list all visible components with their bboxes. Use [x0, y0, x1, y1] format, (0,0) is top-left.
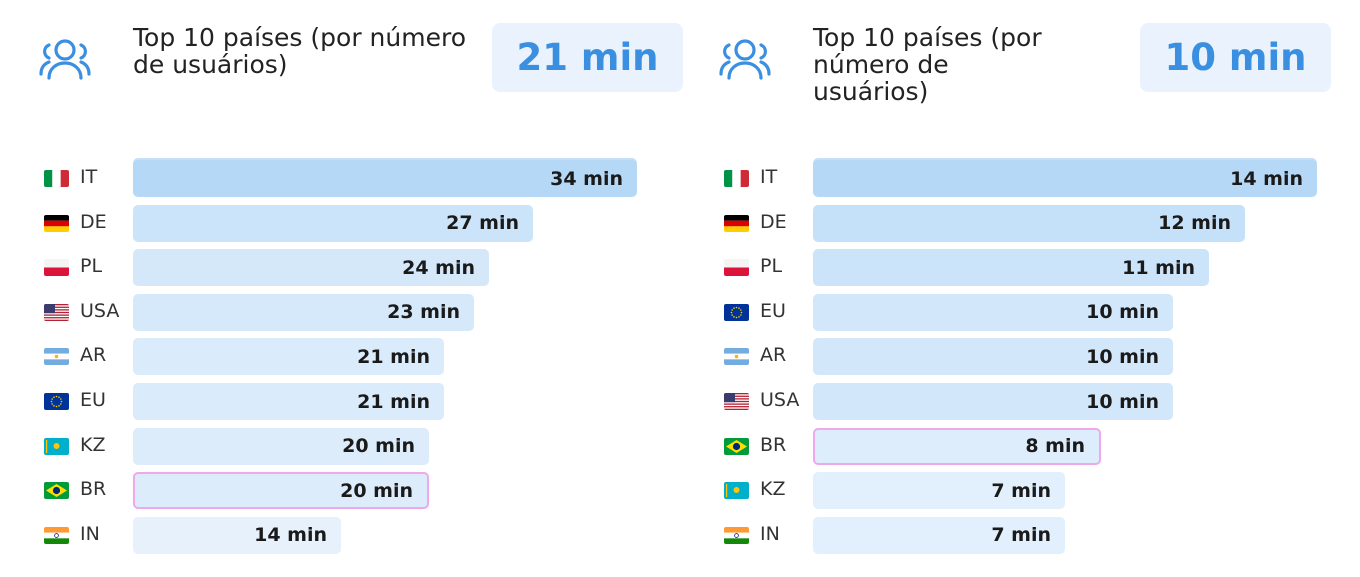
- bar-row-kz: KZ 20 min: [0, 426, 680, 466]
- bar-value-label: 7 min: [991, 524, 1051, 547]
- eu-flag-icon: [724, 303, 749, 321]
- country-code: PL: [760, 255, 783, 278]
- country-code: IT: [760, 166, 778, 188]
- bar-row-it: IT 14 min: [680, 158, 1360, 198]
- bar-value-label: 10 min: [1086, 390, 1159, 413]
- bar-value-label: 21 min: [357, 390, 430, 413]
- chart-panel-left: Top 10 países (por número de usuários) 2…: [0, 23, 683, 555]
- bar-row-it: IT 34 min: [0, 158, 680, 198]
- bar-eu: 10 min: [813, 293, 1173, 331]
- country-code: BR: [760, 433, 787, 456]
- bar-value-label: 20 min: [342, 435, 415, 458]
- bar-value-label: 14 min: [1230, 167, 1303, 190]
- bar-row-ar: AR 21 min: [0, 336, 680, 376]
- bar-pl: 24 min: [133, 249, 489, 287]
- bar-br: 8 min: [813, 427, 1101, 465]
- de-flag-icon: [724, 214, 749, 232]
- country-code: IN: [760, 522, 780, 545]
- country-code: USA: [80, 299, 120, 322]
- de-flag-icon: [44, 214, 69, 232]
- bar-value-label: 21 min: [357, 345, 430, 368]
- bar-value-label: 10 min: [1086, 345, 1159, 368]
- ar-flag-icon: [724, 348, 749, 366]
- us-flag-icon: [724, 393, 749, 410]
- country-code: EU: [760, 299, 786, 322]
- bar-usa: 10 min: [813, 383, 1173, 420]
- summary-badge: 21 min: [492, 23, 683, 92]
- bar-value-label: 11 min: [1122, 256, 1195, 279]
- it-flag-icon: [724, 170, 749, 187]
- bar-ar: 21 min: [133, 338, 444, 376]
- br-flag-icon: [44, 482, 69, 500]
- bar-pl: 11 min: [813, 249, 1209, 287]
- us-flag-icon: [44, 303, 69, 321]
- bar-row-br: BR 20 min: [0, 470, 680, 510]
- bar-row-kz: KZ 7 min: [680, 470, 1360, 510]
- bar-row-pl: PL 11 min: [680, 247, 1360, 287]
- users-icon: [39, 39, 91, 80]
- in-flag-icon: [44, 526, 69, 544]
- country-code: AR: [80, 344, 107, 367]
- bar-eu: 21 min: [133, 383, 444, 420]
- bar-row-pl: PL 24 min: [0, 247, 680, 287]
- br-flag-icon: [724, 437, 749, 455]
- bar-value-label: 23 min: [387, 301, 460, 324]
- bar-row-usa: USA 10 min: [680, 381, 1360, 421]
- country-code: IN: [80, 522, 100, 545]
- bar-value-label: 34 min: [550, 167, 623, 190]
- bar-row-eu: EU 21 min: [0, 381, 680, 421]
- bar-kz: 7 min: [813, 472, 1065, 510]
- bar-row-ar: AR 10 min: [680, 336, 1360, 376]
- bar-value-label: 10 min: [1086, 301, 1159, 324]
- bar-it: 14 min: [813, 160, 1317, 197]
- bar-value-label: 12 min: [1158, 212, 1231, 235]
- bar-row-in: IN 7 min: [680, 515, 1360, 555]
- bar-value-label: 14 min: [254, 524, 327, 547]
- bar-de: 27 min: [133, 204, 533, 242]
- country-code: KZ: [80, 433, 106, 456]
- bar-de: 12 min: [813, 204, 1245, 242]
- chart-title: Top 10 países (por número de usuários): [133, 23, 466, 79]
- bar-kz: 20 min: [133, 427, 429, 465]
- it-flag-icon: [44, 170, 69, 187]
- pl-flag-icon: [724, 259, 749, 277]
- kz-flag-icon: [44, 437, 69, 455]
- bar-usa: 23 min: [133, 293, 474, 331]
- kz-flag-icon: [724, 482, 749, 500]
- summary-badge: 10 min: [1140, 23, 1331, 92]
- bar-row-de: DE 12 min: [680, 203, 1360, 243]
- bar-in: 7 min: [813, 516, 1065, 554]
- chart-panel-right: Top 10 países (por número de usuários) 1…: [680, 0, 1360, 577]
- country-code: DE: [80, 210, 107, 233]
- bar-row-eu: EU 10 min: [680, 292, 1360, 332]
- bar-row-de: DE 27 min: [0, 203, 680, 243]
- country-code: AR: [760, 344, 787, 367]
- bar-value-label: 8 min: [1025, 435, 1085, 458]
- country-code: DE: [760, 210, 787, 233]
- bar-br: 20 min: [133, 472, 429, 510]
- bar-row-usa: USA 23 min: [0, 292, 680, 332]
- bar-it: 34 min: [133, 160, 637, 197]
- pl-flag-icon: [44, 259, 69, 277]
- bar-row-br: BR 8 min: [680, 426, 1360, 466]
- country-code: USA: [760, 389, 800, 411]
- bar-value-label: 7 min: [991, 479, 1051, 502]
- country-code: IT: [80, 166, 98, 188]
- ar-flag-icon: [44, 348, 69, 366]
- bar-value-label: 20 min: [340, 479, 413, 502]
- country-code: EU: [80, 389, 106, 411]
- bar-row-in: IN 14 min: [0, 515, 680, 555]
- bar-value-label: 24 min: [402, 256, 475, 279]
- bar-in: 14 min: [133, 516, 341, 554]
- country-code: KZ: [760, 478, 786, 501]
- eu-flag-icon: [44, 393, 69, 410]
- bar-value-label: 27 min: [446, 212, 519, 235]
- country-code: PL: [80, 255, 103, 278]
- bar-ar: 10 min: [813, 338, 1173, 376]
- chart-title: Top 10 países (por número de usuários): [813, 23, 1042, 106]
- users-icon: [719, 39, 771, 80]
- in-flag-icon: [724, 526, 749, 544]
- country-code: BR: [80, 478, 107, 501]
